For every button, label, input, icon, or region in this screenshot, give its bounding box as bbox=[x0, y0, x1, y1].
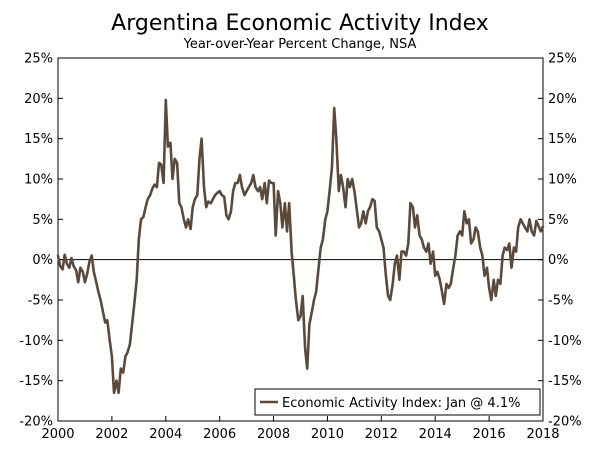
y-tick-label-right: 0% bbox=[548, 253, 569, 268]
y-tick-label-right: -20% bbox=[548, 415, 582, 430]
y-tick-label-right: -10% bbox=[548, 334, 582, 349]
legend: Economic Activity Index: Jan @ 4.1% bbox=[254, 388, 541, 416]
y-tick-label-right: 25% bbox=[548, 52, 577, 67]
y-tick-label-left: 20% bbox=[24, 92, 53, 107]
chart-title: Argentina Economic Activity Index bbox=[111, 11, 489, 36]
x-tick-label: 2006 bbox=[203, 427, 236, 442]
y-tick-label-right: 5% bbox=[548, 213, 569, 228]
x-tick-label: 2008 bbox=[257, 427, 290, 442]
y-tick-label-left: 0% bbox=[32, 253, 53, 268]
legend-box bbox=[254, 388, 541, 416]
x-tick-label: 2014 bbox=[419, 427, 452, 442]
y-tick-label-left: 15% bbox=[24, 132, 53, 147]
x-tick-label: 2018 bbox=[526, 427, 559, 442]
y-tick-label-left: -5% bbox=[28, 294, 53, 309]
y-tick-label-left: -10% bbox=[19, 334, 53, 349]
legend-label: Economic Activity Index: Jan @ 4.1% bbox=[282, 396, 520, 411]
y-tick-label-right: -5% bbox=[548, 294, 573, 309]
x-tick-label: 2004 bbox=[149, 427, 182, 442]
y-tick-label-right: 20% bbox=[548, 92, 577, 107]
y-axis-right: 25% 20% 15% 10% 5% 0% -5% -10% -15% -20% bbox=[538, 52, 582, 430]
y-tick-label-left: 5% bbox=[32, 213, 53, 228]
x-axis: 2000 2002 2004 2006 2008 2010 2012 2014 2016 2018 bbox=[41, 416, 560, 442]
y-tick-label-left: 25% bbox=[24, 52, 53, 67]
x-tick-label: 2000 bbox=[41, 427, 74, 442]
y-tick-label-left: 10% bbox=[24, 173, 53, 188]
plot-area bbox=[57, 57, 544, 422]
x-tick-label: 2002 bbox=[95, 427, 128, 442]
chart-subtitle: Year-over-Year Percent Change, NSA bbox=[183, 37, 417, 52]
x-tick-label: 2012 bbox=[365, 427, 398, 442]
y-tick-label-right: 15% bbox=[548, 132, 577, 147]
y-axis-left: 25% 20% 15% 10% 5% 0% -5% -10% -15% -20% bbox=[19, 52, 63, 430]
y-tick-label-right: -15% bbox=[548, 374, 582, 389]
y-tick-label-left: -20% bbox=[19, 415, 53, 430]
y-tick-label-left: -15% bbox=[19, 374, 53, 389]
x-tick-label: 2016 bbox=[473, 427, 506, 442]
series-line-economic-activity-index bbox=[56, 98, 545, 395]
x-tick-label: 2010 bbox=[311, 427, 344, 442]
y-tick-label-right: 10% bbox=[548, 173, 577, 188]
